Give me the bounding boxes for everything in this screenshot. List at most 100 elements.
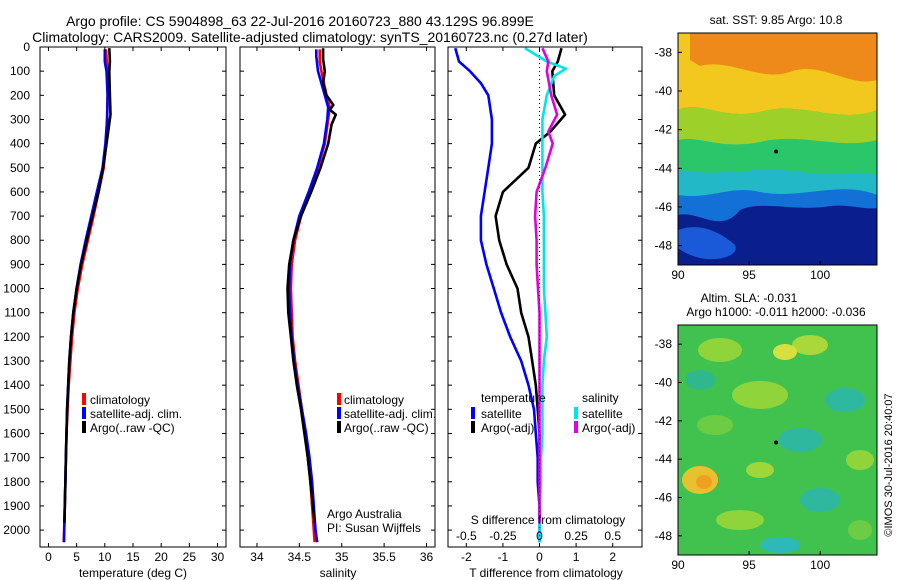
x-tick-label: 35.5 [372,550,396,564]
legend-swatch-climatology [82,393,86,405]
x-tick-label: 25 [183,550,197,564]
x-tick-label: 34.5 [288,550,312,564]
temperature-difference-legend: temperature satellite Argo(-adj) [471,391,546,435]
depth-tick-label: 600 [10,185,30,199]
depth-tick-label: 200 [10,88,30,102]
s-difference-axis-label: S difference from climatology [471,513,626,527]
depth-tick-label: 1500 [3,402,30,416]
legend-label-argo: Argo(..raw -QC) [344,421,429,435]
s-tick-label: 0.5 [604,529,621,543]
depth-tick-label: 900 [10,257,30,271]
legend-label-climatology: climatology [344,393,404,407]
figure-title-line2: Climatology: CARS2009. Satellite-adjuste… [32,29,588,45]
map-y-tick-label: -40 [655,376,673,390]
depth-tick-label: 1900 [3,499,30,513]
legend-title-temperature: temperature [481,391,546,405]
sla-map-background [678,325,877,555]
x-tick-label: 15 [126,550,140,564]
x-tick-label: 34 [250,550,264,564]
salinity-panel: 34 34.5 35 35.5 36 salinity climatology sate… [239,46,436,580]
legend-label-climatology: climatology [90,393,150,407]
depth-tick-label: 500 [10,161,30,175]
sst-region-hot-north [690,33,877,82]
t-difference-xlabel: T difference from climatology [469,566,623,580]
x-tick-label: 0 [45,550,52,564]
annotation-pi: PI: Susan Wijffels [327,521,421,535]
salinity-axes-frame [239,46,436,548]
depth-tick-label: 1700 [3,451,30,465]
map-x-tick-label: 90 [671,268,685,282]
depth-tick-label: 1400 [3,378,30,392]
series-line-salinity-argo-adj- [533,47,559,523]
depth-tick-label: 2000 [3,523,30,537]
s-tick-label: -0.25 [489,529,517,543]
salinity-difference-legend: salinity satellite Argo(-adj) [574,391,635,435]
map-x-tick-label: 100 [810,268,830,282]
x-tick-label: 30 [211,550,225,564]
legend-swatch-s-argo [574,421,578,433]
s-tick-label: 0.25 [564,529,588,543]
depth-tick-label: 300 [10,112,30,126]
sla-blobs [682,335,874,553]
legend-swatch-s-satellite [574,407,578,419]
temperature-xlabel: temperature (deg C) [79,566,187,580]
x-tick-label: 20 [155,550,169,564]
depth-tick-labels: 0 100 200 300 400 500 600 700 800 900 1000 1100 1200… [3,40,30,537]
depth-tick-label: 800 [10,233,30,247]
legend-swatch-satellite [337,407,341,419]
depth-tick-label: 0 [23,40,30,54]
x-tick-label: 5 [73,550,80,564]
salinity-legend: climatology satellite-adj. clim. Argo(..… [337,393,436,435]
map-x-tick-label: 90 [671,558,685,572]
legend-label-s-argo: Argo(-adj) [582,421,635,435]
legend-swatch-climatology [337,393,341,405]
legend-label-satellite: satellite-adj. clim. [344,407,436,421]
depth-tick-label: 1300 [3,354,30,368]
temperature-legend: climatology satellite-adj. clim. Argo(..… [82,393,182,435]
map-y-tick-label: -46 [655,200,673,214]
x-tick-label: 10 [98,550,112,564]
x-tick-label: 36 [420,550,434,564]
depth-tick-label: 1100 [4,306,30,320]
map-y-tick-label: -38 [655,45,673,59]
series-line-climatology [62,49,109,543]
map-y-tick-label: -48 [655,239,673,253]
x-tick-label: -2 [461,550,472,564]
map-x-tick-label: 100 [810,558,830,572]
annotation-argo-australia: Argo Australia [327,507,402,521]
difference-panel: -2 -1 0 1 2 -0.5 -0.25 0 0.25 0.5 S difference f… [447,46,643,580]
series-line-satellite-adj-clim- [62,49,109,543]
legend-label-s-satellite: satellite [582,407,623,421]
legend-label-argo: Argo(..raw -QC) [90,421,175,435]
sst-map-title: sat. SST: 9.85 Argo: 10.8 [710,13,843,27]
sla-map-frame [677,324,878,556]
series-line-argo-raw-qc- [63,48,112,523]
map-y-tick-label: -42 [655,123,673,137]
sst-region-yellow-green [678,107,877,145]
depth-tick-label: 100 [10,64,30,78]
map-y-tick-label: -46 [655,491,673,505]
x-tick-label: 1 [573,550,580,564]
legend-swatch-satellite [82,407,86,419]
depth-tick-label: 400 [10,137,30,151]
map-y-tick-label: -44 [655,452,673,466]
legend-swatch-argo [337,421,341,433]
temperature-panel: 0100200300400500600700800900100011001200… [3,40,227,580]
sla-map-title-line1: Altim. SLA: -0.031 [701,291,798,305]
sst-region-blue-patch [678,227,736,260]
map-y-tick-label: -42 [655,414,673,428]
series-line-argo-raw-qc- [286,48,338,523]
sst-map-panel: sat. SST: 9.85 Argo: 10.8 90 95 100 -38 -40 -… [655,13,878,282]
legend-swatch-t-satellite [471,407,475,419]
salinity-xlabel: salinity [320,566,357,580]
legend-swatch-t-argo [471,421,475,433]
sla-map-panel: Altim. SLA: -0.031 Argo h1000: -0.011 h2… [655,291,878,572]
legend-label-t-argo: Argo(-adj) [481,421,534,435]
sst-map-frame [677,32,878,266]
temperature-axes-frame [39,46,227,548]
map-y-tick-label: -48 [655,529,673,543]
x-tick-label: 35 [335,550,349,564]
sla-map-title-line2: Argo h1000: -0.011 h2000: -0.036 [686,305,866,319]
legend-label-satellite: satellite-adj. clim. [90,407,182,421]
